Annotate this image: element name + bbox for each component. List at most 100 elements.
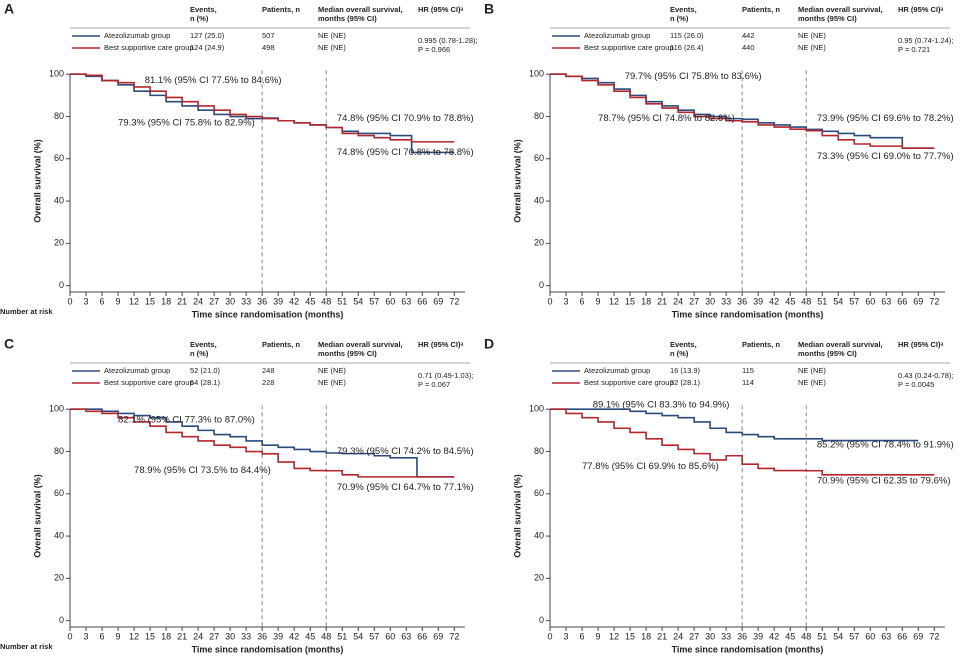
y-tick-label: 100 xyxy=(49,69,64,79)
table-cell: 498 xyxy=(262,43,275,52)
y-tick-label: 60 xyxy=(534,488,544,498)
x-tick-label: 51 xyxy=(817,631,827,641)
x-tick-label: 45 xyxy=(785,296,795,306)
y-tick-label: 20 xyxy=(534,238,544,248)
x-tick-label: 21 xyxy=(657,631,667,641)
x-tick-label: 18 xyxy=(161,631,171,641)
y-tick-label: 80 xyxy=(54,446,64,456)
y-axis-title: Overall survival (%) xyxy=(512,474,522,558)
x-tick-label: 27 xyxy=(689,631,699,641)
hr-text: 0.71 (0.49-1.03); xyxy=(418,371,473,380)
x-tick-label: 72 xyxy=(449,631,459,641)
panel: A Events,n (%) Patients, n Median overall s… xyxy=(0,1,478,320)
y-tick-label: 80 xyxy=(534,111,544,121)
x-tick-label: 0 xyxy=(67,631,72,641)
y-tick-label: 0 xyxy=(539,615,544,625)
table-header: Events, xyxy=(190,340,217,349)
table-header: Patients, n xyxy=(742,5,780,14)
y-tick-label: 40 xyxy=(54,195,64,205)
x-tick-label: 42 xyxy=(289,296,299,306)
x-tick-label: 66 xyxy=(897,631,907,641)
table-header: Events, xyxy=(670,340,697,349)
hr-text: 0.43 (0.24-0.78); xyxy=(898,371,953,380)
x-tick-label: 57 xyxy=(369,631,379,641)
x-axis-title: Time since randomisation (months) xyxy=(672,644,824,654)
y-axis-title: Overall survival (%) xyxy=(512,139,522,223)
x-tick-label: 12 xyxy=(609,296,619,306)
table-header: Patients, n xyxy=(262,5,300,14)
table-header: Patients, n xyxy=(262,340,300,349)
table-cell: NE (NE) xyxy=(798,31,826,40)
x-tick-label: 9 xyxy=(116,631,121,641)
y-tick-label: 80 xyxy=(534,446,544,456)
x-tick-label: 72 xyxy=(929,296,939,306)
table-header: months (95% CI) xyxy=(798,14,857,23)
y-tick-label: 20 xyxy=(54,238,64,248)
x-tick-label: 60 xyxy=(865,296,875,306)
y-tick-label: 20 xyxy=(54,573,64,583)
x-tick-label: 42 xyxy=(769,631,779,641)
survival-curve xyxy=(70,408,455,478)
legend-label: Best supportive care group xyxy=(584,378,674,387)
x-tick-label: 12 xyxy=(609,631,619,641)
x-tick-label: 63 xyxy=(881,296,891,306)
annotation: 82.1% (95% CI 77.3% to 87.0%) xyxy=(118,414,255,425)
x-tick-label: 33 xyxy=(721,631,731,641)
annotation: 79.3% (95% CI 74.2% to 84.5%) xyxy=(337,446,474,457)
table-cell: NE (NE) xyxy=(318,31,346,40)
x-tick-label: 60 xyxy=(385,296,395,306)
x-tick-label: 27 xyxy=(209,296,219,306)
x-tick-label: 63 xyxy=(401,296,411,306)
panel-label: A xyxy=(4,1,14,17)
x-tick-label: 72 xyxy=(929,631,939,641)
x-tick-label: 21 xyxy=(177,296,187,306)
y-tick-label: 0 xyxy=(59,615,64,625)
table-header: Median overall survival, xyxy=(798,5,883,14)
legend-label: Best supportive care group xyxy=(104,43,194,52)
x-tick-label: 36 xyxy=(737,296,747,306)
x-tick-label: 36 xyxy=(257,296,267,306)
table-cell: 507 xyxy=(262,31,275,40)
table-cell: 442 xyxy=(742,31,755,40)
y-axis-title: Overall survival (%) xyxy=(32,139,42,223)
hr-text: P = 0.966 xyxy=(418,45,450,54)
x-tick-label: 24 xyxy=(193,296,203,306)
x-tick-label: 9 xyxy=(596,296,601,306)
x-tick-label: 18 xyxy=(641,631,651,641)
y-tick-label: 100 xyxy=(49,404,64,414)
x-tick-label: 39 xyxy=(273,631,283,641)
x-tick-label: 3 xyxy=(564,631,569,641)
table-header: HR (95% CI)ᵃ xyxy=(898,5,944,14)
y-tick-label: 60 xyxy=(534,153,544,163)
x-tick-label: 24 xyxy=(673,631,683,641)
table-cell: NE (NE) xyxy=(318,366,346,375)
x-tick-label: 30 xyxy=(225,631,235,641)
x-tick-label: 66 xyxy=(897,296,907,306)
x-tick-label: 9 xyxy=(116,296,121,306)
x-tick-label: 6 xyxy=(580,296,585,306)
x-tick-label: 48 xyxy=(321,296,331,306)
annotation: 70.9% (95% CI 62.35 to 79.6%) xyxy=(817,476,951,487)
x-tick-label: 21 xyxy=(177,631,187,641)
panel: D Events,n (%) Patients, n Median overall s… xyxy=(484,336,954,655)
x-tick-label: 36 xyxy=(737,631,747,641)
x-axis-title: Time since randomisation (months) xyxy=(192,309,344,319)
x-tick-label: 57 xyxy=(369,296,379,306)
y-tick-label: 40 xyxy=(534,195,544,205)
risk-label: Number at risk xyxy=(0,642,53,651)
legend-label: Atezolizumab group xyxy=(584,366,650,375)
annotation: 74.8% (95% CI 70.9% to 78.8%) xyxy=(337,113,474,124)
panel-label: D xyxy=(484,336,494,352)
table-header: Median overall survival, xyxy=(798,340,883,349)
x-tick-label: 3 xyxy=(84,296,89,306)
x-tick-label: 39 xyxy=(273,296,283,306)
y-tick-label: 100 xyxy=(529,404,544,414)
x-tick-label: 66 xyxy=(417,296,427,306)
table-cell: 440 xyxy=(742,43,755,52)
table-cell: NE (NE) xyxy=(318,378,346,387)
x-tick-label: 69 xyxy=(433,296,443,306)
x-tick-label: 15 xyxy=(145,631,155,641)
table-header: Events, xyxy=(190,5,217,14)
x-tick-label: 3 xyxy=(84,631,89,641)
